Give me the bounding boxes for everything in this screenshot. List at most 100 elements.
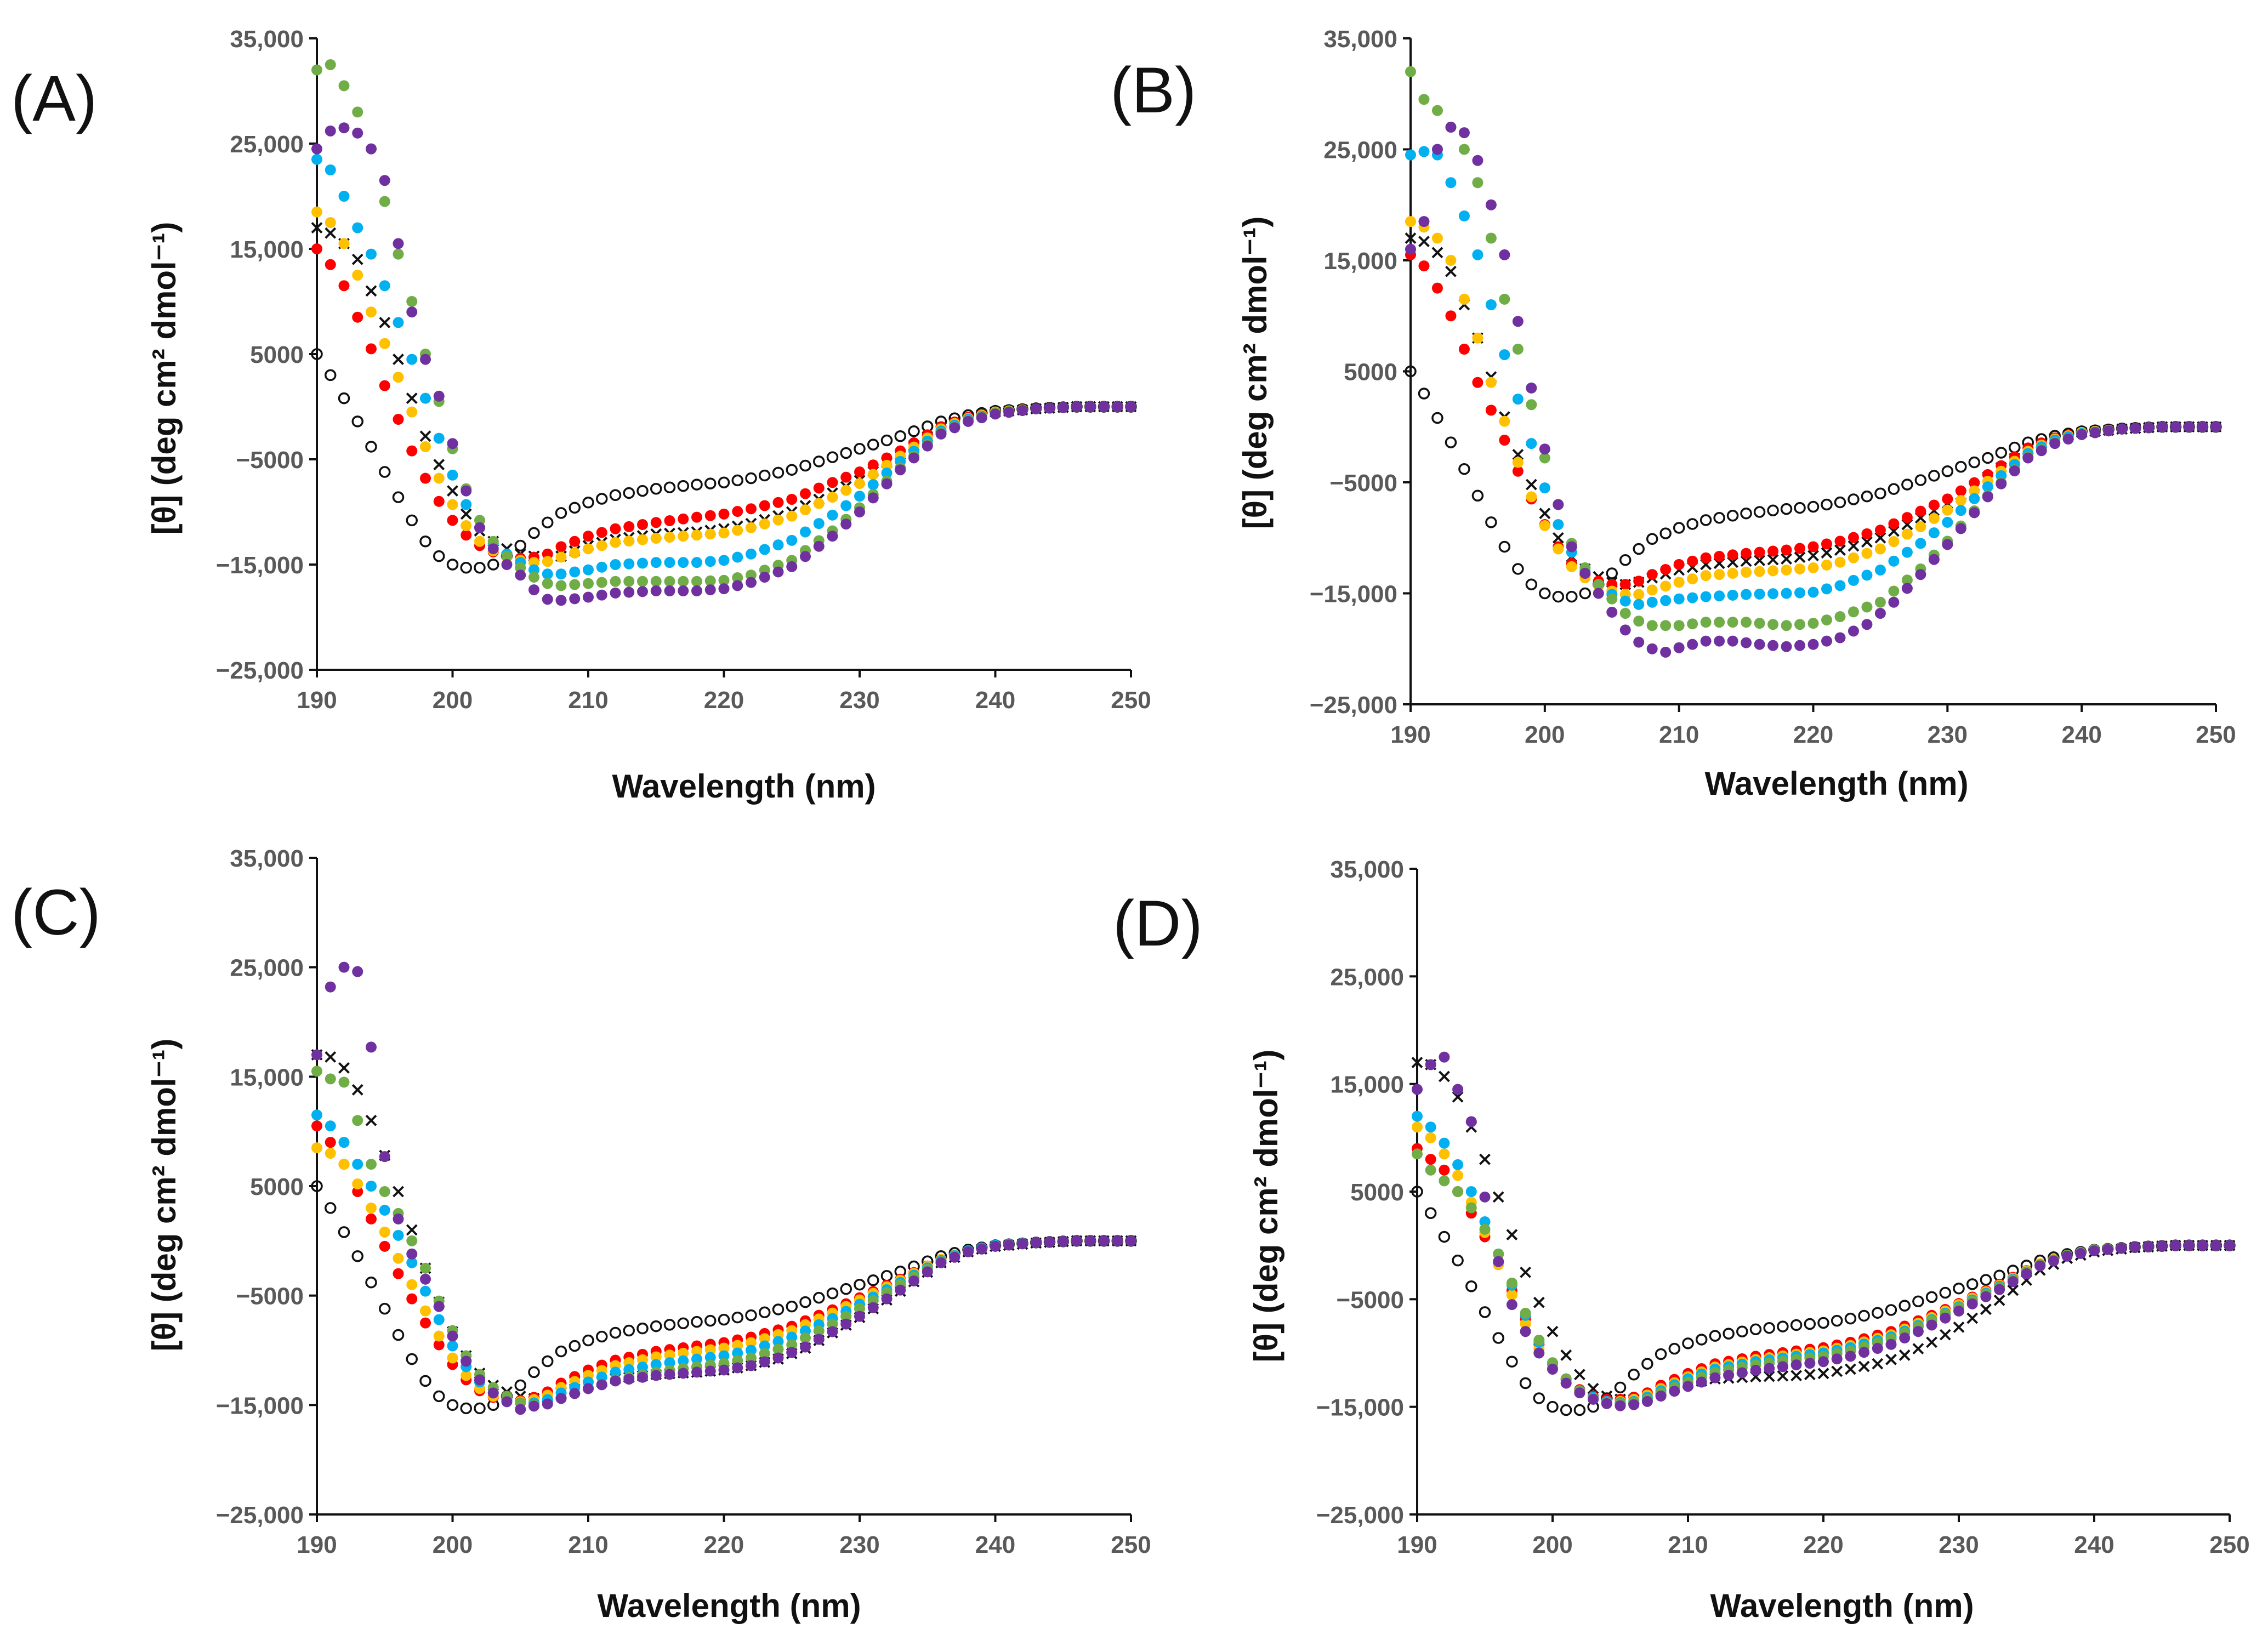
data-point xyxy=(461,529,472,541)
data-point xyxy=(1673,559,1685,570)
data-point xyxy=(1821,635,1832,647)
data-point xyxy=(678,1347,689,1359)
data-point xyxy=(555,580,567,591)
data-point xyxy=(1573,1369,1585,1381)
data-point xyxy=(800,1341,811,1353)
data-point xyxy=(1003,1239,1015,1251)
data-point xyxy=(623,1374,635,1385)
data-point xyxy=(623,521,635,532)
data-point xyxy=(1431,144,1443,155)
data-point xyxy=(1966,1298,1978,1309)
data-point xyxy=(1525,578,1538,591)
data-point xyxy=(1861,536,1873,548)
data-point xyxy=(1660,563,1672,575)
data-point xyxy=(583,591,594,603)
data-point xyxy=(759,1356,770,1368)
data-point xyxy=(2197,1240,2208,1251)
data-point xyxy=(691,511,702,523)
data-point xyxy=(569,547,581,559)
data-point xyxy=(1914,474,1927,486)
data-point xyxy=(366,1202,377,1214)
data-point xyxy=(1834,556,1846,568)
data-point xyxy=(1844,1312,1857,1325)
data-point xyxy=(1804,1369,1816,1381)
data-point xyxy=(555,1393,567,1404)
data-point xyxy=(1807,500,1820,513)
data-point xyxy=(420,1273,431,1285)
data-point xyxy=(311,1049,322,1061)
data-point xyxy=(772,1303,785,1315)
data-point xyxy=(786,510,798,522)
data-point xyxy=(1807,618,1819,629)
data-point xyxy=(447,438,458,449)
y-tick-label: −25,000 xyxy=(216,657,304,684)
data-point xyxy=(1574,1387,1585,1399)
data-point xyxy=(1506,1355,1518,1368)
x-tick-label: 200 xyxy=(1532,1531,1572,1558)
data-point xyxy=(867,469,879,480)
data-point xyxy=(1777,1320,1789,1332)
data-point xyxy=(1472,155,1483,166)
data-point xyxy=(351,1250,363,1262)
data-point xyxy=(1714,617,1725,628)
data-point xyxy=(311,64,322,76)
data-point xyxy=(2062,434,2074,445)
axes-c xyxy=(309,857,1132,1522)
y-tick-labels-a: −25,000 −15,000 −5000 5000 15,000 25,000 35,00… xyxy=(216,26,304,684)
data-point xyxy=(1969,507,1980,519)
data-point xyxy=(664,532,675,543)
data-point xyxy=(542,594,553,605)
data-point xyxy=(1619,595,1631,607)
data-point xyxy=(1993,1294,2005,1306)
data-point xyxy=(840,1311,852,1322)
y-tick-labels-b: −25,000 −15,000 −5000 5000 15,000 25,000 35,00… xyxy=(1310,26,1397,719)
data-point xyxy=(772,1352,784,1364)
data-point xyxy=(2048,1255,2059,1267)
data-point xyxy=(1425,1154,1436,1165)
data-point xyxy=(650,483,662,495)
data-point xyxy=(1485,232,1497,244)
data-point xyxy=(528,572,539,583)
data-point xyxy=(1425,1164,1436,1176)
data-point xyxy=(311,206,322,218)
x-axis-title-a: Wavelength (nm) xyxy=(612,768,876,805)
data-point xyxy=(2210,421,2221,432)
data-point xyxy=(731,1311,743,1324)
data-point xyxy=(636,1322,649,1335)
data-point xyxy=(840,471,852,483)
data-point xyxy=(1781,544,1792,556)
data-point xyxy=(338,1077,350,1088)
y-tick-label: −15,000 xyxy=(216,1392,304,1419)
data-point xyxy=(1928,470,1940,482)
data-point xyxy=(772,539,784,551)
data-point xyxy=(1659,527,1672,539)
data-point xyxy=(610,523,621,534)
data-point xyxy=(664,557,675,568)
data-point xyxy=(1512,394,1524,405)
data-point xyxy=(569,566,581,578)
data-point xyxy=(1994,1284,2005,1295)
data-point xyxy=(1754,588,1765,600)
data-point xyxy=(379,466,391,478)
data-point xyxy=(2157,421,2168,432)
data-point xyxy=(393,354,404,366)
data-point xyxy=(419,536,431,548)
data-point xyxy=(569,536,581,547)
data-point xyxy=(704,1352,716,1363)
data-point xyxy=(691,576,702,587)
data-point xyxy=(1499,415,1510,427)
data-point xyxy=(474,536,485,547)
data-point xyxy=(542,516,554,528)
data-point xyxy=(867,479,879,491)
data-point xyxy=(2075,1248,2087,1259)
data-point xyxy=(366,1213,377,1224)
data-point xyxy=(1874,543,1886,555)
data-point xyxy=(366,1181,377,1192)
data-point xyxy=(1526,491,1537,503)
data-point xyxy=(1472,332,1483,344)
data-point xyxy=(826,1287,839,1300)
data-point xyxy=(1767,588,1779,600)
data-point xyxy=(1899,1332,1911,1344)
data-point xyxy=(854,1303,865,1314)
